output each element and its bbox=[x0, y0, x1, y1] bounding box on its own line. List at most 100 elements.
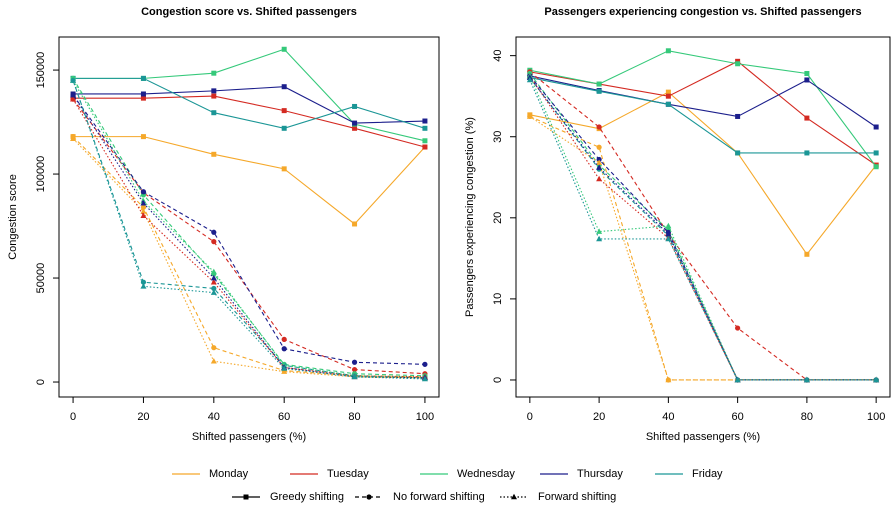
marker bbox=[211, 110, 217, 116]
marker bbox=[140, 189, 147, 195]
marker bbox=[70, 135, 77, 141]
legend-label: Wednesday bbox=[457, 468, 515, 480]
marker bbox=[352, 125, 358, 131]
legend-label: Friday bbox=[692, 468, 723, 480]
marker bbox=[211, 151, 217, 157]
x-tick-label: 80 bbox=[801, 411, 813, 423]
series-line bbox=[529, 75, 877, 128]
series-line bbox=[529, 71, 877, 381]
marker bbox=[281, 125, 287, 131]
marker bbox=[140, 75, 146, 81]
marker bbox=[352, 221, 358, 227]
marker bbox=[351, 366, 358, 373]
marker bbox=[511, 493, 517, 500]
x-axis-label: Shifted passengers (%) bbox=[192, 431, 306, 443]
chart-title: Congestion score vs. Shifted passengers bbox=[141, 6, 357, 18]
series-line bbox=[72, 136, 425, 378]
marker bbox=[422, 125, 428, 131]
marker bbox=[351, 373, 358, 380]
marker bbox=[243, 494, 249, 500]
marker bbox=[526, 113, 533, 119]
marker bbox=[665, 93, 671, 99]
marker bbox=[665, 48, 671, 54]
marker bbox=[421, 375, 428, 382]
marker bbox=[735, 113, 741, 119]
marker bbox=[665, 89, 671, 95]
x-tick-label: 0 bbox=[527, 411, 533, 423]
series-line bbox=[73, 95, 426, 148]
legend-label: No forward shifting bbox=[393, 491, 485, 503]
marker bbox=[140, 91, 146, 97]
marker bbox=[351, 359, 358, 365]
marker bbox=[281, 365, 288, 371]
series-line bbox=[529, 91, 877, 256]
marker bbox=[526, 76, 533, 83]
marker bbox=[210, 358, 217, 364]
marker bbox=[281, 166, 287, 172]
marker bbox=[140, 134, 146, 140]
plot-frame bbox=[515, 36, 891, 398]
legend-label: Monday bbox=[209, 468, 249, 480]
marker bbox=[596, 156, 602, 163]
marker bbox=[70, 95, 77, 102]
series-line bbox=[529, 75, 877, 381]
marker bbox=[281, 368, 288, 374]
marker bbox=[803, 376, 810, 383]
series-line bbox=[72, 94, 425, 379]
x-tick-label: 100 bbox=[867, 411, 885, 423]
plot-frame bbox=[58, 36, 440, 398]
marker bbox=[873, 124, 879, 130]
y-axis-label: Passengers experiencing congestion (%) bbox=[464, 117, 476, 317]
legend-label: Tuesday bbox=[327, 468, 369, 480]
marker bbox=[211, 93, 217, 99]
series-line bbox=[73, 77, 426, 129]
marker bbox=[281, 108, 287, 114]
marker bbox=[422, 144, 428, 150]
marker bbox=[596, 81, 602, 87]
y-tick-label: 10 bbox=[492, 293, 504, 305]
marker bbox=[665, 101, 671, 107]
marker bbox=[281, 84, 287, 90]
marker bbox=[596, 175, 603, 182]
series-line bbox=[73, 136, 426, 225]
y-tick-label: 0 bbox=[492, 377, 504, 383]
series-line bbox=[72, 80, 425, 380]
marker bbox=[665, 222, 672, 229]
x-tick-label: 20 bbox=[137, 411, 149, 423]
series-line bbox=[529, 116, 877, 381]
marker bbox=[665, 235, 672, 242]
x-tick-label: 100 bbox=[416, 411, 434, 423]
marker bbox=[734, 376, 741, 383]
marker bbox=[281, 46, 287, 52]
series-line bbox=[529, 77, 877, 154]
series-line bbox=[72, 138, 425, 379]
marker bbox=[873, 164, 879, 170]
series-line bbox=[529, 115, 877, 381]
legend-label: Greedy shifting bbox=[270, 491, 344, 503]
marker bbox=[210, 278, 217, 285]
marker bbox=[140, 204, 147, 210]
series-line bbox=[73, 48, 426, 142]
marker bbox=[665, 376, 672, 383]
series-line bbox=[529, 79, 877, 381]
marker bbox=[596, 88, 602, 94]
series-line bbox=[529, 75, 877, 381]
marker bbox=[804, 150, 810, 156]
marker bbox=[281, 336, 287, 342]
x-tick-label: 80 bbox=[348, 411, 360, 423]
marker bbox=[665, 230, 672, 237]
x-tick-label: 20 bbox=[593, 411, 605, 423]
series-line bbox=[529, 50, 877, 168]
x-axis-label: Shifted passengers (%) bbox=[646, 431, 760, 443]
series-group bbox=[526, 48, 880, 383]
y-tick-label: 100000 bbox=[35, 156, 47, 193]
series-group bbox=[70, 46, 428, 382]
marker bbox=[804, 70, 810, 76]
series-line bbox=[72, 80, 425, 379]
marker bbox=[873, 150, 879, 156]
y-tick-label: 20 bbox=[492, 212, 504, 224]
marker bbox=[804, 115, 810, 121]
marker bbox=[735, 150, 741, 156]
y-tick-label: 0 bbox=[35, 379, 47, 385]
